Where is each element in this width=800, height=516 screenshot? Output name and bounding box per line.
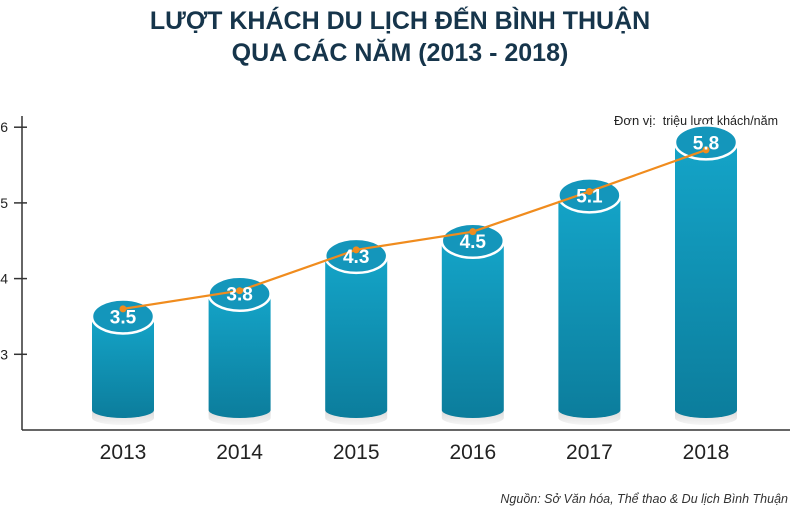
- data-label: 3.5: [110, 307, 137, 328]
- trend-line: [122, 148, 707, 310]
- bar-cap: [90, 298, 156, 335]
- unit-label: Đơn vị:: [614, 113, 656, 128]
- bar-cap: [673, 124, 739, 161]
- data-label: 4.3: [343, 247, 369, 268]
- y-tick-label: 4: [0, 271, 8, 287]
- y-tick-label: 5: [0, 195, 8, 211]
- trend-point: [585, 188, 593, 196]
- bar: [208, 293, 271, 418]
- source-note: Nguồn: Sở Văn hóa, Thể thao & Du lịch Bì…: [500, 492, 788, 506]
- trend-point: [119, 305, 127, 313]
- y-tick-label: 6: [0, 119, 8, 135]
- trend-point: [236, 287, 244, 295]
- x-tick-label: 2017: [566, 441, 613, 464]
- unit-value: triệu lượt khách/năm: [662, 114, 778, 128]
- x-tick-label: 2016: [449, 441, 496, 464]
- data-label: 5.1: [576, 186, 603, 207]
- bar: [675, 142, 737, 418]
- bar-cap: [440, 222, 506, 259]
- unit-note: Đơn vị: triệu lượt khách/năm: [614, 113, 778, 128]
- data-label: 5.8: [693, 133, 719, 154]
- x-tick-label: 2013: [100, 441, 147, 464]
- y-tick-label: 3: [0, 346, 8, 362]
- data-label: 4.5: [460, 232, 487, 253]
- chart-title-line1: LƯỢT KHÁCH DU LỊCH ĐẾN BÌNH THUẬN: [149, 7, 651, 35]
- chart-title-line2: QUA CÁC NĂM (2013 - 2018): [231, 39, 569, 67]
- x-tick-label: 2015: [333, 441, 380, 464]
- bar: [558, 195, 621, 418]
- trend-point: [702, 146, 710, 154]
- bar: [441, 240, 504, 418]
- x-tick-label: 2018: [683, 441, 730, 464]
- data-label: 3.8: [226, 285, 252, 306]
- bar: [92, 316, 154, 418]
- trend-point: [469, 228, 477, 236]
- x-tick-label: 2014: [216, 441, 263, 464]
- trend-point: [352, 246, 360, 254]
- bar: [325, 255, 388, 418]
